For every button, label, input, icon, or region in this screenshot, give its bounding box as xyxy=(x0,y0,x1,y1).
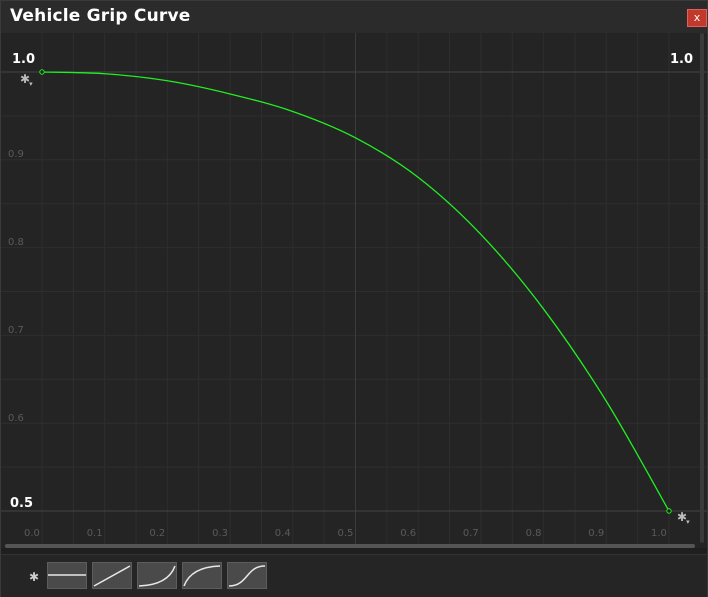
grip-curve-line[interactable] xyxy=(41,71,670,512)
x-tick-label: 0.2 xyxy=(149,528,166,539)
horizontal-scrollbar[interactable] xyxy=(5,544,695,548)
curve-key-end[interactable] xyxy=(666,508,672,514)
preset-bar: ✱ xyxy=(1,554,707,597)
y-max-label: 1.0 xyxy=(12,52,36,67)
y-tick-label: 0.8 xyxy=(8,237,24,248)
ease-out-curve-icon xyxy=(183,565,221,587)
y-tick-label: 0.7 xyxy=(8,325,24,336)
right-key-gear-icon[interactable]: ✱▾ xyxy=(677,510,690,526)
y-tick-label: 0.9 xyxy=(8,149,24,160)
y-min-label: 0.5 xyxy=(10,496,34,511)
curve-graph-area[interactable]: 1.0 1.0 0.5 0.9 0.8 0.7 0.6 0.0 0.1 0.2 0.3… xyxy=(1,33,707,548)
x-tick-label: 0.1 xyxy=(86,528,103,539)
ease-in-out-curve-icon xyxy=(228,565,266,587)
window-title: Vehicle Grip Curve xyxy=(10,6,191,26)
vertical-scrollbar[interactable] xyxy=(700,33,704,543)
y-tick-label: 0.6 xyxy=(8,413,24,424)
preset-ease-in-button[interactable] xyxy=(137,562,177,589)
x-tick-label: 0.8 xyxy=(525,528,542,539)
preset-ease-out-button[interactable] xyxy=(182,562,222,589)
x-tick-label: 0.7 xyxy=(462,528,479,539)
y-max-label-right: 1.0 xyxy=(670,52,694,67)
constant-curve-icon xyxy=(48,574,86,576)
x-tick-label: 0.4 xyxy=(274,528,291,539)
x-tick-label: 0.0 xyxy=(24,528,40,539)
x-tick-label: 0.5 xyxy=(337,528,354,539)
linear-curve-icon xyxy=(93,565,131,587)
title-bar[interactable]: Vehicle Grip Curve x xyxy=(1,1,707,33)
preset-linear-button[interactable] xyxy=(92,562,132,589)
x-tick-label: 1.0 xyxy=(651,528,667,539)
curve-plot[interactable] xyxy=(1,33,707,548)
preset-settings-gear-icon[interactable]: ✱ xyxy=(29,570,40,584)
preset-constant-button[interactable] xyxy=(47,562,87,589)
ease-in-curve-icon xyxy=(138,565,176,587)
x-tick-label: 0.9 xyxy=(588,528,605,539)
preset-ease-in-out-button[interactable] xyxy=(227,562,267,589)
x-tick-label: 0.6 xyxy=(400,528,417,539)
x-tick-label: 0.3 xyxy=(212,528,228,539)
left-key-gear-icon[interactable]: ✱▾ xyxy=(20,72,33,88)
curve-key-start[interactable] xyxy=(39,69,45,75)
close-button[interactable]: x xyxy=(687,9,707,27)
